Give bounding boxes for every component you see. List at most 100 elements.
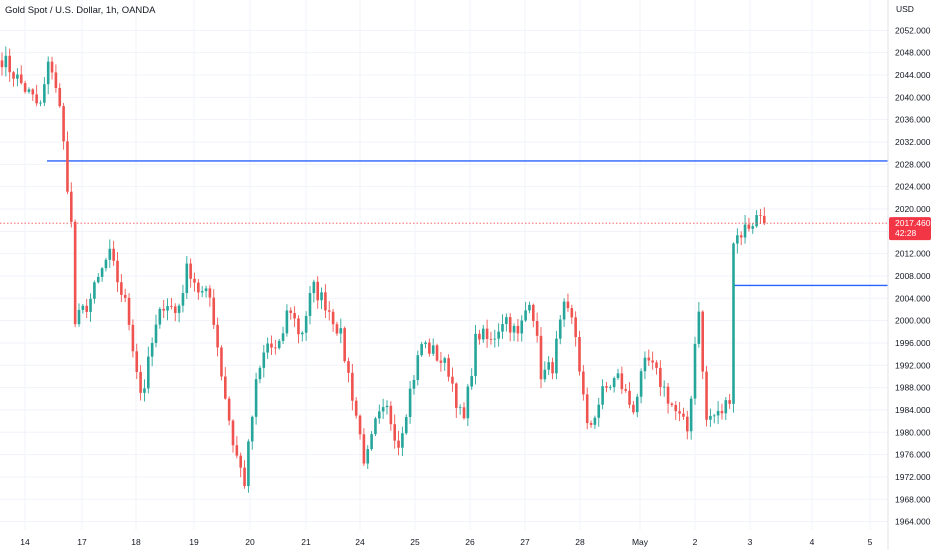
candle-body <box>447 358 450 377</box>
candle <box>732 242 735 413</box>
price-tick-label: 2048.000 <box>895 48 931 58</box>
candle <box>81 304 85 314</box>
candle <box>635 393 639 418</box>
candle <box>293 306 296 327</box>
candle-body <box>46 61 50 85</box>
candle-body <box>243 467 246 487</box>
candle-body <box>686 416 689 432</box>
candle <box>678 402 681 422</box>
time-tick-label: 27 <box>520 537 530 547</box>
candle-body <box>39 102 42 104</box>
candle-body <box>254 379 258 417</box>
candle <box>747 217 751 232</box>
candle-body <box>659 367 662 387</box>
candle-body <box>308 293 312 316</box>
candle-body <box>693 343 697 399</box>
candle-body <box>73 221 77 325</box>
candle <box>231 419 235 453</box>
candle-body <box>662 386 666 388</box>
candle-body <box>385 405 389 408</box>
candle-body <box>451 376 454 384</box>
candle <box>301 331 304 342</box>
candle-body <box>347 361 350 373</box>
candle <box>46 56 50 95</box>
time-tick-label: 28 <box>575 537 585 547</box>
candle-body <box>674 404 678 412</box>
candle-body <box>751 226 755 229</box>
candle-body <box>173 306 177 313</box>
candle-body <box>743 224 747 238</box>
candle-body <box>647 357 651 361</box>
candle-body <box>739 235 743 238</box>
price-tick-label: 2020.000 <box>895 204 931 214</box>
candle-body <box>570 308 574 318</box>
candle <box>431 338 435 356</box>
candle-body <box>239 455 242 468</box>
candle <box>466 383 470 427</box>
price-tick-label: 1976.000 <box>895 450 931 460</box>
candle-body <box>70 191 73 222</box>
candle-body <box>470 376 473 387</box>
candle-body <box>474 333 477 377</box>
candle-body <box>374 418 377 435</box>
candle <box>285 304 289 337</box>
candle-body <box>381 407 385 412</box>
price-tick-label: 1980.000 <box>895 427 931 437</box>
candle-body <box>655 362 658 368</box>
time-axis[interactable]: 14 17 18 19 20 21 24 25 26 27 28 May 2 3 4 5 <box>20 537 872 547</box>
candle <box>297 315 300 344</box>
candle <box>412 374 416 395</box>
candle <box>274 339 277 355</box>
candle-body <box>632 404 635 413</box>
candle <box>331 308 335 332</box>
candle <box>35 84 38 107</box>
candle-body <box>558 319 562 339</box>
candle-body <box>616 373 620 379</box>
candle-body <box>601 386 604 405</box>
candle-body <box>81 305 85 310</box>
candle <box>609 384 612 391</box>
candle <box>632 400 635 415</box>
candle-body <box>763 215 766 224</box>
candle <box>489 331 493 345</box>
candle <box>170 297 173 310</box>
currency-label: USD <box>896 4 914 14</box>
time-tick-label: May <box>632 537 649 547</box>
candle-body <box>327 310 331 312</box>
candle <box>639 368 643 404</box>
candle-body <box>224 376 227 399</box>
candle <box>643 351 647 380</box>
candle-body <box>62 106 65 142</box>
candle <box>651 351 654 370</box>
candle-body <box>31 89 35 95</box>
price-axis[interactable]: 1964.000 1968.000 1972.000 1976.000 1980.000… <box>895 25 931 526</box>
candle <box>370 431 373 451</box>
candle-body <box>362 434 366 464</box>
candle <box>624 383 627 393</box>
candle <box>597 397 601 427</box>
candle-body <box>274 347 277 349</box>
time-tick-label: 17 <box>77 537 87 547</box>
candle <box>501 314 504 339</box>
candle <box>70 182 73 228</box>
candle-body <box>343 328 346 362</box>
candle <box>455 382 458 418</box>
candle-body <box>455 383 458 408</box>
candle <box>162 299 165 319</box>
candle-body <box>108 248 112 260</box>
candle <box>147 346 150 394</box>
candle-body <box>320 292 323 301</box>
price-tick-label: 2024.000 <box>895 182 931 192</box>
candle <box>143 379 146 402</box>
candle <box>177 303 181 323</box>
candle <box>327 301 331 321</box>
price-tick-label: 2028.000 <box>895 159 931 169</box>
candle-body <box>177 305 181 313</box>
candle <box>127 293 131 331</box>
candle-body <box>120 282 123 295</box>
price-tick-label: 1992.000 <box>895 360 931 370</box>
candle-body <box>378 411 381 419</box>
candle-body <box>397 440 400 448</box>
